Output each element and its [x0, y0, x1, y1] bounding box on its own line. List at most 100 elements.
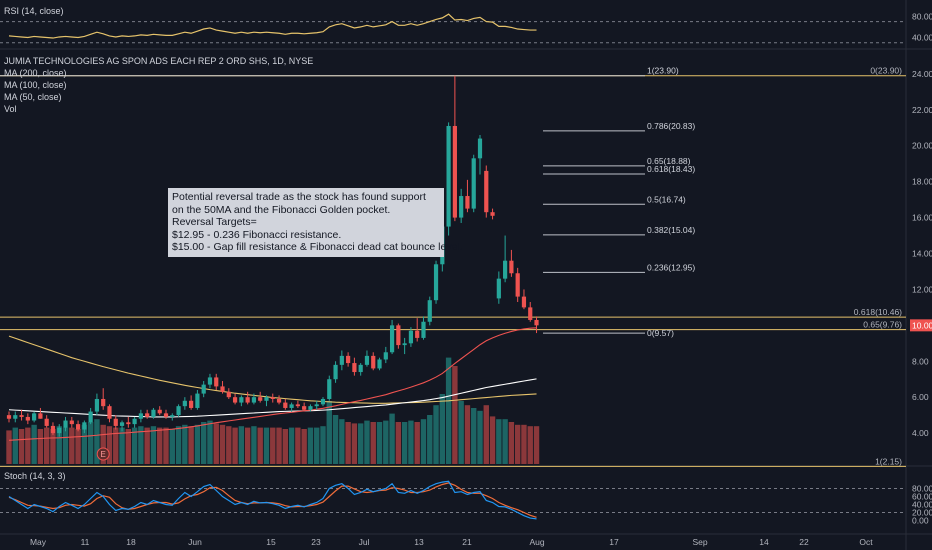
candle-body [389, 325, 395, 353]
candle-body [515, 273, 520, 297]
price-tick: 12.00 [912, 284, 932, 294]
volume-bar [219, 424, 226, 464]
fib-retracement-label: 0.382(15.04) [647, 225, 695, 235]
fib-long-label: 0.65(9.76) [863, 320, 902, 330]
volume-bar [69, 427, 75, 464]
note-line: $12.95 - 0.236 Fibonacci resistance. [172, 228, 342, 241]
candle-body [94, 398, 100, 412]
candle-body [408, 330, 414, 344]
candle-body [138, 413, 143, 419]
rsi-label[interactable]: RSI (14, close) [4, 6, 64, 16]
volume-bar [75, 429, 81, 464]
volume-bar [244, 427, 251, 464]
x-axis-label: 13 [414, 537, 424, 547]
volume-bar [464, 405, 471, 464]
annotation-note[interactable]: Potential reversal trade as the stock ha… [168, 188, 463, 257]
volume-bar [427, 415, 433, 464]
candle-body [189, 400, 194, 408]
candle-body [50, 425, 56, 434]
volume-bar [125, 429, 132, 464]
volume-bar [263, 427, 270, 464]
volume-bar [119, 427, 125, 464]
candle-body [245, 397, 250, 403]
candle-body [57, 427, 62, 434]
fib-retracement-label: 1(23.90) [647, 66, 679, 76]
stoch-d-line [8, 482, 537, 518]
volume-bar [301, 429, 307, 464]
volume-bar [182, 424, 188, 464]
volume-bar [169, 429, 175, 464]
volume-bar [508, 422, 515, 464]
volume-bar [150, 426, 157, 464]
candle-body [157, 409, 162, 414]
fib-retracement-label: 0(9.57) [647, 328, 674, 338]
volume-bar [514, 424, 521, 464]
candle-body [270, 397, 275, 399]
stoch-tick: 60.00 [912, 492, 932, 502]
fib-retracement-label: 0.618(18.43) [647, 164, 695, 174]
candle-body [264, 397, 269, 401]
volume-bar [345, 422, 351, 464]
ma50-label[interactable]: MA (50, close) [4, 92, 62, 102]
candle-body [339, 355, 344, 365]
volume-bar [131, 427, 138, 464]
candle-body [63, 420, 68, 428]
volume-bar [288, 427, 295, 464]
volume-bar [213, 423, 219, 464]
candle-body [163, 413, 169, 417]
candle-body [402, 343, 407, 346]
volume-bar [144, 427, 150, 464]
volume-bar [408, 420, 414, 464]
volume-bar [527, 426, 533, 464]
price-tick: 16.00 [912, 213, 932, 223]
volume-label[interactable]: Vol [4, 104, 17, 114]
candle-body [201, 384, 206, 394]
volume-bar [533, 426, 540, 464]
ma200-label[interactable]: MA (200, close) [4, 68, 67, 78]
current-price-value: 10.00 [912, 320, 932, 330]
x-axis-label: Oct [859, 537, 873, 547]
candle-body [251, 397, 257, 403]
volume-bar [496, 419, 502, 464]
candle-body [459, 196, 464, 218]
price-tick: 8.00 [912, 356, 929, 366]
ma100-label[interactable]: MA (100, close) [4, 80, 67, 90]
candle-body [314, 404, 319, 407]
volume-bar [25, 427, 31, 464]
volume-bar [62, 427, 69, 464]
candle-body [377, 359, 382, 369]
volume-bar [81, 424, 88, 464]
volume-bar [194, 424, 201, 464]
volume-bar [521, 424, 527, 464]
candle-body [496, 278, 501, 299]
volume-bar [439, 394, 446, 464]
price-tick: 18.00 [912, 177, 932, 187]
stoch-label[interactable]: Stoch (14, 3, 3) [4, 471, 66, 481]
candle-body [132, 418, 137, 425]
candle-body [383, 352, 388, 360]
fib-long-label: 0.618(10.46) [854, 307, 902, 317]
candle-body [352, 363, 357, 373]
candle-body [107, 406, 112, 419]
volume-bar [471, 408, 477, 464]
candle-body [214, 377, 219, 387]
candle-body [396, 325, 401, 346]
candle-body [6, 415, 12, 419]
volume-bar [12, 427, 18, 464]
candle-body [415, 330, 420, 338]
volume-bar [326, 401, 332, 464]
volume-bar [351, 423, 358, 464]
x-axis-label: 22 [799, 537, 809, 547]
stoch-tick: 0.00 [912, 516, 929, 526]
stoch-tick: 80.00 [912, 484, 932, 494]
note-line: Potential reversal trade as the stock ha… [172, 191, 426, 203]
volume-bar [188, 426, 194, 464]
volume-bar [200, 422, 207, 464]
candle-body [465, 196, 470, 209]
candle-body [295, 404, 300, 407]
candle-body [333, 364, 338, 380]
price-tick: 24.00 [912, 69, 932, 79]
volume-bar [420, 419, 427, 464]
candle-body [427, 300, 432, 322]
